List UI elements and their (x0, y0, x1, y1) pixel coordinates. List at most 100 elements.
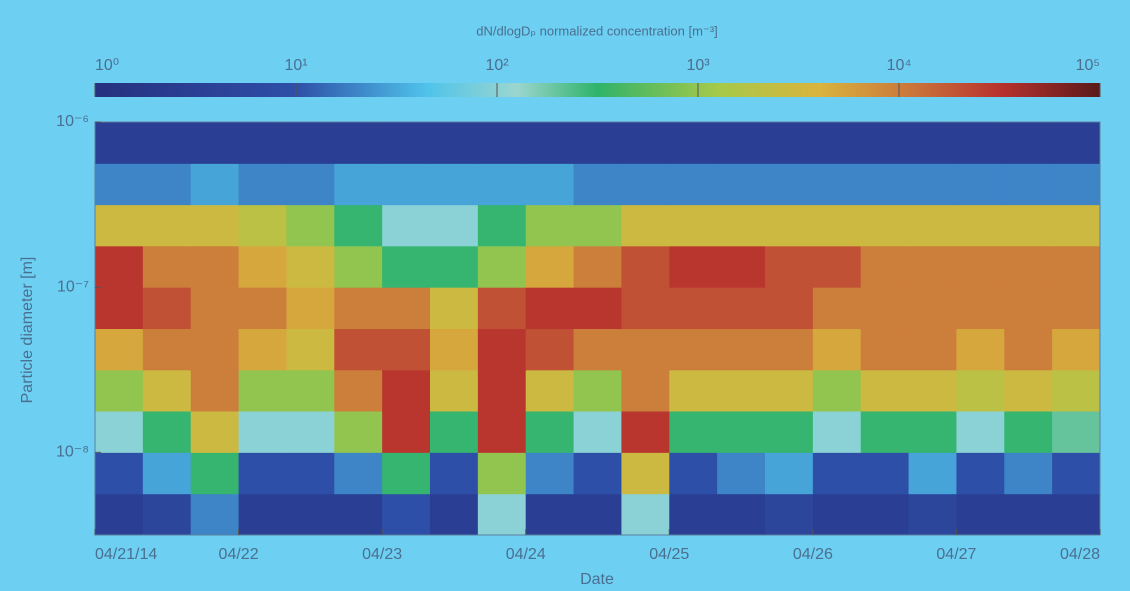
heatmap-cell (909, 246, 957, 288)
heatmap-cell (813, 411, 861, 453)
heatmap-cell (621, 370, 669, 412)
heatmap-cell (813, 287, 861, 329)
heatmap-cell (286, 370, 334, 412)
heatmap-cell (717, 163, 765, 205)
heatmap-cell (334, 163, 382, 205)
heatmap-cell (191, 205, 239, 247)
heatmap-cell (956, 452, 1004, 494)
heatmap-cell (765, 163, 813, 205)
heatmap-cell (334, 494, 382, 536)
heatmap-cell (143, 163, 191, 205)
heatmap-cell (191, 163, 239, 205)
heatmap-cell (239, 411, 287, 453)
heatmap-cell (95, 452, 143, 494)
heatmap-cell (574, 122, 622, 164)
x-tick-label: 04/26 (793, 546, 833, 563)
heatmap-cell (334, 122, 382, 164)
colorbar-tick-label: 10² (485, 57, 509, 74)
heatmap-cell (478, 287, 526, 329)
heatmap-cell (861, 411, 909, 453)
heatmap-cell (95, 122, 143, 164)
heatmap-cell (334, 205, 382, 247)
heatmap-cell (861, 494, 909, 536)
heatmap-cell (382, 494, 430, 536)
heatmap-cell (430, 246, 478, 288)
heatmap-cell (143, 494, 191, 536)
colorbar-tick-label: 10³ (686, 57, 710, 74)
heatmap-cell (286, 205, 334, 247)
heatmap-cell (1052, 246, 1100, 288)
heatmap-cell (1052, 205, 1100, 247)
heatmap-cell (1052, 494, 1100, 536)
heatmap-cell (909, 287, 957, 329)
heatmap-cell (909, 452, 957, 494)
heatmap-cell (861, 122, 909, 164)
heatmap-cell (95, 287, 143, 329)
heatmap-cell (956, 287, 1004, 329)
heatmap-cell (478, 370, 526, 412)
heatmap-cell (861, 205, 909, 247)
heatmap-cell (526, 205, 574, 247)
heatmap-cell (191, 494, 239, 536)
heatmap-cell (382, 122, 430, 164)
heatmap-cell (669, 494, 717, 536)
heatmap-cell (239, 205, 287, 247)
heatmap-cell (191, 452, 239, 494)
heatmap-cell (239, 370, 287, 412)
heatmap-cell (669, 370, 717, 412)
y-tick-label: 10⁻⁸ (56, 444, 89, 461)
heatmap-cell (286, 122, 334, 164)
heatmap-cell (95, 329, 143, 371)
heatmap-cell (382, 205, 430, 247)
heatmap-cell (621, 122, 669, 164)
colorbar-tick-label: 10⁵ (1076, 57, 1100, 74)
heatmap-cell (909, 494, 957, 536)
heatmap-cell (191, 329, 239, 371)
heatmap-cell (621, 452, 669, 494)
heatmap-cell (286, 246, 334, 288)
heatmap-cell (1052, 163, 1100, 205)
heatmap-cell (813, 370, 861, 412)
heatmap-cell (669, 163, 717, 205)
heatmap-cell (669, 411, 717, 453)
heatmap-cell (526, 163, 574, 205)
heatmap-cell (239, 122, 287, 164)
heatmap-cell (765, 411, 813, 453)
heatmap-cell (574, 205, 622, 247)
heatmap-cell (143, 370, 191, 412)
heatmap-cell (574, 246, 622, 288)
colorbar-title: dN/dlogDₚ normalized concentration [m⁻³] (476, 23, 717, 38)
heatmap-cell (956, 122, 1004, 164)
heatmap-cell (813, 163, 861, 205)
heatmap-cell (669, 329, 717, 371)
heatmap-cell (813, 452, 861, 494)
heatmap-cell (956, 329, 1004, 371)
heatmap-cell (526, 370, 574, 412)
heatmap-cell (765, 246, 813, 288)
heatmap-cell (95, 370, 143, 412)
heatmap-cell (478, 494, 526, 536)
heatmap-cell (765, 370, 813, 412)
heatmap-cell (239, 287, 287, 329)
heatmap-cell (334, 411, 382, 453)
colorbar (95, 83, 1100, 97)
heatmap-cell (478, 122, 526, 164)
heatmap-cell (621, 287, 669, 329)
heatmap-cell (765, 452, 813, 494)
heatmap-cell (669, 246, 717, 288)
heatmap-cell (526, 329, 574, 371)
heatmap-cell (430, 287, 478, 329)
heatmap-cell (717, 370, 765, 412)
heatmap-cell (1004, 411, 1052, 453)
heatmap-cell (382, 287, 430, 329)
heatmap-cell (478, 411, 526, 453)
heatmap-cell (143, 205, 191, 247)
heatmap-cell (574, 452, 622, 494)
heatmap-cell (143, 122, 191, 164)
heatmap-cell (430, 370, 478, 412)
heatmap-cell (956, 370, 1004, 412)
heatmap-cell (861, 452, 909, 494)
heatmap-cell (717, 246, 765, 288)
heatmap-cell (1052, 411, 1100, 453)
heatmap-cell (574, 329, 622, 371)
